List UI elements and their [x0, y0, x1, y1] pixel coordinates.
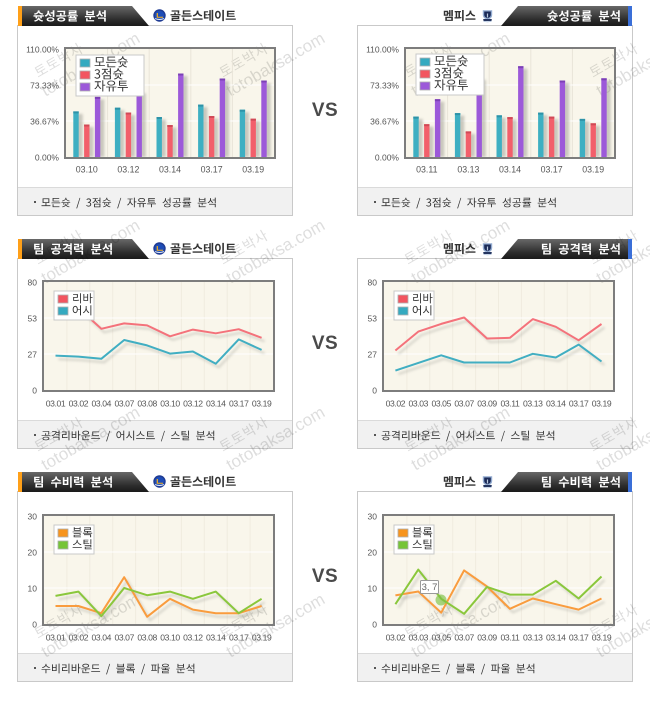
- svg-text:10: 10: [368, 583, 378, 593]
- svg-text:0.00%: 0.00%: [35, 152, 60, 162]
- svg-text:03.13: 03.13: [523, 633, 543, 643]
- svg-text:03.07: 03.07: [114, 399, 134, 409]
- svg-text:03.02: 03.02: [386, 633, 406, 643]
- svg-text:53: 53: [368, 313, 378, 323]
- svg-text:03.19: 03.19: [242, 165, 264, 175]
- svg-text:27: 27: [28, 349, 38, 359]
- svg-text:73.33%: 73.33%: [30, 80, 59, 90]
- svg-text:03.14: 03.14: [206, 633, 226, 643]
- svg-text:03.14: 03.14: [206, 399, 226, 409]
- svg-text:03.19: 03.19: [592, 399, 612, 409]
- svg-text:0: 0: [32, 619, 37, 629]
- svg-text:03.19: 03.19: [582, 165, 604, 175]
- svg-text:10: 10: [28, 583, 38, 593]
- svg-text:03.19: 03.19: [592, 633, 612, 643]
- svg-text:03.17: 03.17: [201, 165, 223, 175]
- svg-text:03.07: 03.07: [454, 633, 474, 643]
- svg-text:03.14: 03.14: [546, 633, 566, 643]
- svg-text:03.01: 03.01: [46, 633, 66, 643]
- svg-text:0.00%: 0.00%: [375, 152, 400, 162]
- svg-text:03.03: 03.03: [409, 399, 429, 409]
- svg-text:03.14: 03.14: [546, 399, 566, 409]
- svg-text:03.12: 03.12: [183, 633, 203, 643]
- svg-text:80: 80: [368, 277, 378, 287]
- svg-text:03.02: 03.02: [69, 399, 89, 409]
- svg-text:03.12: 03.12: [183, 399, 203, 409]
- svg-text:03.10: 03.10: [160, 399, 180, 409]
- svg-text:03.17: 03.17: [229, 633, 249, 643]
- svg-text:0: 0: [372, 619, 377, 629]
- svg-text:03.17: 03.17: [569, 399, 589, 409]
- svg-text:03.11: 03.11: [500, 633, 519, 643]
- svg-text:03.02: 03.02: [69, 633, 89, 643]
- svg-text:36.67%: 36.67%: [370, 116, 399, 126]
- svg-text:03.07: 03.07: [114, 633, 134, 643]
- svg-text:03.05: 03.05: [431, 633, 451, 643]
- svg-text:30: 30: [368, 511, 378, 521]
- svg-text:3, 7: 3, 7: [422, 582, 438, 593]
- svg-text:03.19: 03.19: [252, 399, 272, 409]
- svg-text:110.00%: 110.00%: [26, 44, 59, 54]
- svg-text:03.14: 03.14: [499, 165, 521, 175]
- svg-text:03.07: 03.07: [454, 399, 474, 409]
- svg-text:03.02: 03.02: [386, 399, 406, 409]
- svg-text:03.11: 03.11: [416, 165, 437, 175]
- svg-text:03.04: 03.04: [92, 633, 112, 643]
- svg-text:03.11: 03.11: [500, 399, 519, 409]
- svg-text:03.03: 03.03: [409, 633, 429, 643]
- svg-text:03.01: 03.01: [46, 399, 66, 409]
- svg-text:20: 20: [368, 547, 378, 557]
- svg-text:0: 0: [372, 385, 377, 395]
- svg-text:03.09: 03.09: [477, 633, 497, 643]
- svg-text:73.33%: 73.33%: [370, 80, 399, 90]
- svg-text:03.17: 03.17: [569, 633, 589, 643]
- svg-text:20: 20: [28, 547, 38, 557]
- svg-text:03.17: 03.17: [229, 399, 249, 409]
- svg-text:03.08: 03.08: [137, 399, 157, 409]
- svg-text:03.10: 03.10: [76, 165, 98, 175]
- svg-text:03.13: 03.13: [523, 399, 543, 409]
- svg-text:80: 80: [28, 277, 38, 287]
- svg-text:03.14: 03.14: [159, 165, 181, 175]
- svg-text:03.04: 03.04: [92, 399, 112, 409]
- svg-text:53: 53: [28, 313, 38, 323]
- svg-text:03.19: 03.19: [252, 633, 272, 643]
- svg-text:03.09: 03.09: [477, 399, 497, 409]
- svg-text:110.00%: 110.00%: [366, 44, 399, 54]
- svg-text:03.05: 03.05: [431, 399, 451, 409]
- svg-text:03.13: 03.13: [457, 165, 479, 175]
- svg-text:30: 30: [28, 511, 38, 521]
- svg-text:03.17: 03.17: [541, 165, 563, 175]
- svg-text:03.08: 03.08: [137, 633, 157, 643]
- svg-text:27: 27: [368, 349, 378, 359]
- svg-text:36.67%: 36.67%: [30, 116, 59, 126]
- svg-text:03.10: 03.10: [160, 633, 180, 643]
- svg-text:0: 0: [32, 385, 37, 395]
- svg-text:03.12: 03.12: [117, 165, 139, 175]
